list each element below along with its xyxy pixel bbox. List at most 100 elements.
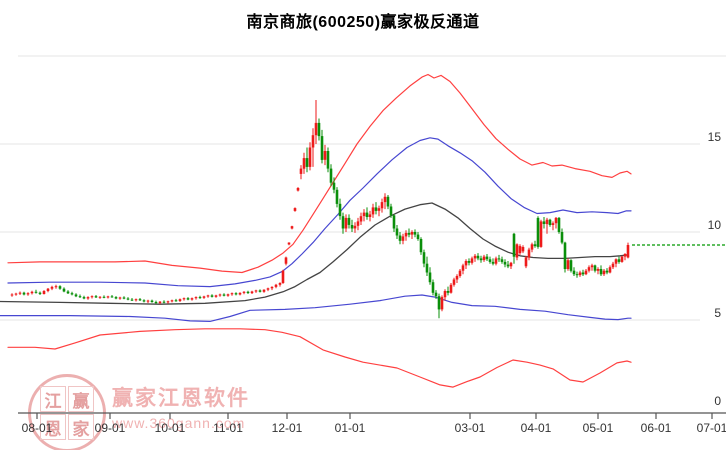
candle-body-up [611,263,615,268]
candle-body-up [146,300,150,302]
x-axis-label: 09-01 [95,421,126,435]
watermark-url: www.360gann.com [112,415,246,431]
candle-body-down [386,196,390,207]
candle-body-down [332,182,336,190]
candle-body-down [154,302,158,304]
candle-body-down [102,296,106,298]
candle-body-up [521,247,525,252]
candle-body-up [362,212,366,217]
candle-body-down [428,272,432,283]
candle-body-down [617,259,621,262]
candle-body-down [94,296,98,298]
candle-body-down [198,297,202,299]
candle-body-up [401,236,405,241]
candle-body-up [530,244,534,250]
candle-body-down [82,297,86,299]
candle-body-up [371,207,375,215]
candle-body-up [566,260,570,269]
y-axis-label: 15 [708,130,722,144]
candle-body-up [270,286,274,289]
candle-body-up [584,270,588,275]
candle-body-up [482,256,486,261]
candle-body-down [66,291,70,294]
candle-body-up [287,242,291,245]
candle-body-up [311,135,315,148]
candle-body-down [329,168,333,183]
candle-body-up [404,232,408,237]
candle-body-down [130,299,134,301]
candle-body-down [548,219,552,225]
candle-body-down [374,207,378,211]
candle-body-up [554,217,558,224]
candle-body-up [214,295,218,297]
candle-body-up [299,168,303,174]
candle-body-down [150,300,154,302]
candle-body-up [14,293,18,295]
candle-body-up [18,292,22,294]
candle-body-up [266,288,270,290]
candle-body-up [202,296,206,298]
candle-body-down [434,292,438,297]
candle-body-up [293,208,297,211]
candle-body-down [317,122,321,137]
candle-body-down [398,235,402,241]
candle-body-up [170,300,174,302]
candle-body-down [581,272,585,275]
x-axis-label: 08-01 [22,421,53,435]
candle-body-down [78,296,82,298]
candle-body-down [389,206,393,216]
candle-body-down [320,136,324,160]
candle-body-up [551,223,555,225]
candle-body-down [476,255,480,259]
candle-body-up [452,279,456,285]
candle-body-up [383,196,387,203]
candle-body-down [22,292,26,295]
candle-body-up [626,245,630,258]
candle-body-up [254,290,258,292]
x-axis-label: 05-01 [583,421,614,435]
x-axis-label: 07-01 [697,421,726,435]
candle-body-down [569,260,573,271]
candle-body-up [344,217,348,229]
candle-body-up [515,244,519,258]
candle-body-down [365,212,369,217]
candle-body-up [296,188,300,191]
candle-body-up [359,216,363,222]
candle-body-up [106,296,110,298]
candle-body-down [326,151,330,169]
candle-body-up [539,221,543,247]
candle-body-down [416,234,420,239]
candle-body-down [479,258,483,261]
upper-blue-rail [7,137,632,288]
seal-char: 赢 [68,386,94,412]
candle-body-up [86,297,90,299]
x-axis-label: 01-01 [335,421,366,435]
candle-body-up [46,288,50,291]
candle-body-up [118,297,122,299]
candle-body-up [440,297,444,310]
candle-body-up [458,270,462,276]
candle-body-up [166,301,170,303]
candle-body-up [443,291,447,298]
candle-body-down [575,274,579,276]
candle-body-up [50,286,54,289]
candle-body-down [422,252,426,264]
candle-body-up [590,265,594,268]
candle-body-up [314,122,318,136]
candle-body-up [194,297,198,299]
candle-body-up [290,226,294,229]
candle-body-up [278,283,282,285]
candle-body-down [413,232,417,235]
candle-body-up [230,293,234,295]
candle-body-down [491,261,495,264]
candle-body-down [392,215,396,229]
candle-body-down [186,298,190,300]
candle-body-down [122,297,126,299]
candle-body-down [446,291,450,293]
candle-body-up [284,257,288,264]
candle-body-down [114,297,118,299]
candle-body-down [234,293,238,295]
candle-body-up [226,294,230,296]
candle-body-up [250,291,254,294]
